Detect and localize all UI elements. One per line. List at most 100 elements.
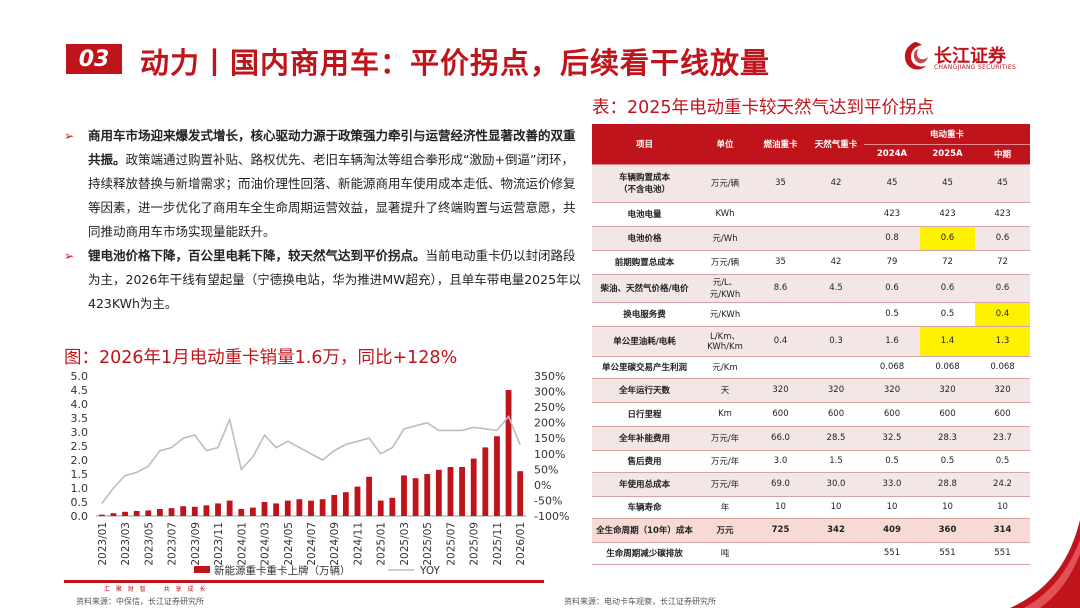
company-logo: 长江证券 CHANGJIANG SECURITIES (900, 40, 1030, 76)
bar (377, 500, 384, 516)
row-unit: 万元 (697, 518, 753, 543)
y-right-tick-label: 200% (534, 417, 565, 430)
x-tick-label: 2023/03 (120, 522, 132, 566)
bar (435, 469, 442, 516)
table-cell: 360 (920, 518, 975, 543)
table-cell: 35 (753, 164, 808, 203)
x-tick-label: 2023/07 (167, 522, 179, 566)
bar (308, 500, 314, 516)
table-row: 年使用总成本 万元/年 69.0 30.0 33.0 28.8 24.2 (592, 472, 1030, 497)
bar (98, 514, 105, 516)
table-cell: 551 (975, 542, 1030, 565)
bar (261, 502, 268, 516)
table-row: 车辆寿命年 10 10 10 10 10 (592, 496, 1030, 519)
bar (505, 390, 512, 516)
table-cell: 314 (975, 518, 1030, 543)
x-tick-label: 2026/01 (515, 522, 527, 566)
x-tick-label: 2024/01 (236, 522, 248, 566)
table-cell: 0.4 (753, 326, 808, 357)
table-cell (753, 356, 808, 379)
x-tick-label: 2024/05 (283, 522, 295, 566)
x-tick-label: 2025/07 (445, 522, 457, 566)
bar (157, 509, 163, 516)
table-cell: 0.5 (864, 302, 920, 327)
bar (459, 467, 465, 516)
bar (284, 500, 291, 516)
bar (424, 474, 431, 516)
table-cell: 28.5 (808, 426, 864, 451)
table-cell (808, 302, 864, 327)
table-cell (753, 226, 808, 251)
bar (366, 476, 373, 516)
table-cell: 725 (753, 518, 808, 543)
row-unit: 吨 (697, 542, 753, 565)
bar (412, 478, 419, 516)
table-cell: 0.5 (975, 450, 1030, 473)
y-left-tick-label: 2.0 (71, 454, 89, 467)
table-row: 日行里程 Km 600 600 600 600 600 (592, 402, 1030, 427)
table-row: 单公里碳交易产生利润 元/Km 0.068 0.068 0.068 (592, 356, 1030, 379)
table-cell: 45 (864, 164, 920, 203)
row-label: 日行里程 (592, 402, 697, 427)
table-cell: 1.3 (975, 326, 1030, 357)
table-cell: 35 (753, 250, 808, 275)
table-cell: 66.0 (753, 426, 808, 451)
row-unit: 万元/辆 (697, 250, 753, 275)
x-tick-label: 2023/09 (190, 522, 202, 566)
x-tick-label: 2025/03 (399, 522, 411, 566)
row-label: 全年补能费用 (592, 426, 697, 451)
row-label: 售后费用 (592, 450, 697, 473)
table-cell: 10 (975, 496, 1030, 519)
col-header-unit: 单位 (697, 124, 753, 165)
legend-bar-label: 新能源重卡重卡上牌（万辆） (214, 564, 351, 577)
row-unit: L/Km、KWh/Km (697, 326, 753, 357)
y-left-tick-label: 3.0 (71, 426, 89, 439)
table-row: 单公里油耗/电耗 L/Km、KWh/Km 0.4 0.3 1.6 1.4 1.3 (592, 326, 1030, 357)
bullet-bold-text: 商用车市场迎来爆发式增长，核心驱动力源于政策强力牵引与运营经济性显著改善的双重共… (88, 128, 576, 167)
x-tick-label: 2023/11 (213, 522, 225, 566)
bar (482, 447, 489, 516)
y-right-tick-label: -100% (534, 510, 569, 523)
y-right-tick-label: 100% (534, 448, 565, 461)
table-cell: 1.4 (920, 326, 975, 357)
y-right-tick-label: 300% (534, 386, 565, 399)
col-header-mid: 中期 (975, 144, 1030, 165)
bar (273, 503, 280, 516)
table-row: 换电服务费 元/KWh 0.5 0.5 0.4 (592, 302, 1030, 327)
table-cell: 551 (864, 542, 920, 565)
y-left-tick-label: 2.5 (71, 440, 89, 453)
y-left-tick-label: 3.5 (71, 412, 89, 425)
row-label: 生命周期减少碳排放 (592, 542, 697, 565)
y-left-tick-label: 1.0 (71, 482, 89, 495)
table-cell: 0.068 (920, 356, 975, 379)
legend-line-label: YOY (419, 565, 441, 577)
row-unit: 天 (697, 378, 753, 403)
table-source: 资料来源：电动卡车观察，长江证券研究所 (564, 597, 716, 606)
col-header-2025a: 2025A (920, 144, 975, 165)
corner-swoosh-decoration (1010, 520, 1080, 608)
x-tick-label: 2023/01 (97, 522, 109, 566)
col-header-diesel: 燃油重卡 (753, 124, 808, 165)
bar (110, 513, 117, 516)
bar (215, 503, 221, 516)
table-cell: 0.4 (975, 302, 1030, 327)
y-right-tick-label: 0% (534, 479, 551, 492)
bar (296, 499, 303, 516)
table-cell: 42 (808, 250, 864, 275)
row-label: 车辆购置成本 （不含电池） (592, 164, 697, 203)
row-label: 全生命周期（10年）成本 (592, 518, 697, 543)
table-cell: 0.5 (920, 450, 975, 473)
table-cell: 0.6 (864, 274, 920, 303)
table-cell (753, 302, 808, 327)
table-cell: 24.2 (975, 472, 1030, 497)
table-row: 全年运行天数天 320 320 320 320 320 (592, 378, 1030, 403)
bar (191, 506, 198, 516)
bar (249, 507, 256, 516)
y-left-tick-label: 4.0 (71, 398, 89, 411)
bar (401, 475, 407, 516)
table-cell: 320 (920, 378, 975, 403)
col-header-ev: 电动重卡 (864, 124, 1030, 145)
table-cell (808, 226, 864, 251)
table-cell: 320 (808, 378, 864, 403)
row-label: 柴油、天然气价格/电价 (592, 274, 697, 303)
